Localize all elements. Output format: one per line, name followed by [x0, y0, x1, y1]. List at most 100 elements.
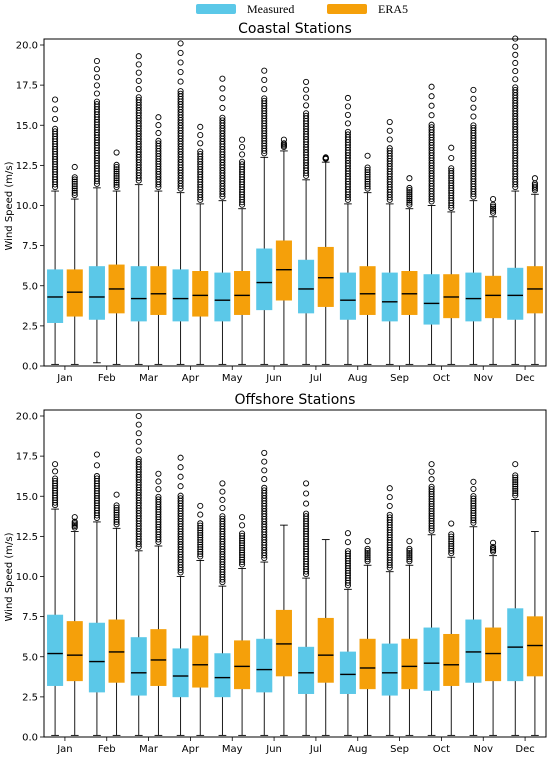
coastal-apr-measured-outlier: [177, 90, 184, 97]
offshore-jul-measured-outlier: [303, 490, 310, 497]
legend-label-measured: Measured: [247, 2, 294, 16]
coastal-feb-measured-outlier: [93, 90, 100, 97]
offshore-sep-era5-outlier: [406, 556, 413, 563]
offshore-nov-measured-outlier: [470, 478, 477, 485]
coastal-jan-era5-outlier: [71, 183, 78, 190]
offshore-dec-measured-outlier: [512, 492, 519, 499]
offshore-panel: Offshore Stations Wind Speed (m/s) 0.0 2.…: [4, 392, 547, 755]
coastal-apr-era5-outlier: [197, 140, 204, 147]
coastal-aug-era5-outlier: [364, 185, 371, 192]
coastal-chart-title: Coastal Stations: [238, 21, 352, 37]
offshore-dec-measured-outlier: [512, 490, 519, 497]
offshore-jun-measured-outlier: [261, 484, 268, 491]
offshore-x-tick-label-nov: Nov: [473, 744, 493, 755]
offshore-aug-measured-outlier: [344, 530, 351, 537]
coastal-aug-measured-outlier: [344, 111, 351, 118]
coastal-aug-era5-outlier: [364, 178, 371, 185]
offshore-jan-measured-outlier: [52, 468, 59, 475]
coastal-apr-measured-outlier: [177, 59, 184, 66]
offshore-mar-measured-outlier: [135, 447, 142, 454]
coastal-feb-era5-outlier: [113, 183, 120, 191]
offshore-dec-measured-outlier: [512, 481, 519, 488]
offshore-may-era5-outlier: [239, 532, 246, 539]
offshore-jan-era5-box: [66, 621, 83, 682]
offshore-nov-measured-box: [465, 619, 482, 683]
coastal-oct-measured-outlier: [428, 83, 435, 90]
offshore-nov-measured-outlier: [470, 495, 477, 502]
coastal-apr-measured-outlier: [177, 88, 184, 95]
coastal-apr-era5-outlier: [197, 148, 204, 155]
offshore-may-measured-outlier: [219, 480, 226, 487]
coastal-sep-era5-outlier: [406, 199, 413, 206]
coastal-x-tick-label-apr: Apr: [182, 373, 200, 384]
coastal-feb-measured-outlier: [93, 101, 100, 108]
coastal-aug-measured-outlier: [344, 131, 351, 138]
offshore-feb-era5-outlier: [113, 502, 120, 509]
coastal-y-tick-label: 5.0: [22, 281, 38, 292]
coastal-nov-measured-outlier: [470, 95, 477, 102]
coastal-jan-era5-outlier: [71, 163, 78, 171]
coastal-aug-era5-outlier: [364, 152, 371, 159]
offshore-feb-era5-outlier: [113, 491, 120, 498]
offshore-y-tick-label: 15.0: [16, 492, 38, 503]
offshore-feb-era5-outlier: [113, 518, 120, 526]
coastal-plot-frame: [43, 38, 547, 367]
coastal-feb-measured-box: [88, 266, 105, 320]
coastal-feb-era5-outlier: [113, 181, 120, 188]
offshore-y-tick-label: 10.0: [16, 572, 38, 583]
offshore-y-tick-label: 20.0: [16, 412, 38, 423]
offshore-apr-era5-box: [192, 635, 209, 688]
coastal-x-tick-label-dec: Dec: [515, 373, 534, 384]
coastal-apr-era5-outlier: [197, 132, 204, 139]
coastal-nov-era5-outlier: [490, 196, 497, 203]
coastal-mar-era5-box: [150, 266, 167, 315]
offshore-x-tick-label-feb: Feb: [98, 744, 116, 755]
coastal-may-era5-outlier: [239, 136, 246, 143]
coastal-mar-measured-outlier: [135, 94, 142, 101]
coastal-apr-measured-outlier: [177, 49, 184, 56]
coastal-feb-era5-outlier: [113, 164, 120, 171]
offshore-apr-era5-outlier: [197, 546, 204, 553]
offshore-x-tick-label-apr: Apr: [182, 744, 200, 755]
offshore-apr-era5-outlier: [197, 529, 204, 536]
offshore-feb-era5-box: [108, 619, 125, 683]
coastal-jul-measured-outlier: [303, 78, 310, 85]
offshore-x-tick-label-aug: Aug: [348, 744, 368, 755]
coastal-aug-measured-outlier: [344, 120, 351, 127]
offshore-apr-measured-outlier: [177, 492, 184, 499]
coastal-mar-measured-outlier: [135, 96, 142, 103]
coastal-aug-measured-outlier: [344, 94, 351, 102]
offshore-jun-measured-outlier: [261, 449, 268, 456]
coastal-may-era5-outlier: [239, 144, 246, 151]
offshore-may-measured-outlier: [219, 515, 226, 522]
offshore-oct-era5-outlier: [448, 550, 455, 557]
coastal-nov-measured-outlier: [470, 124, 477, 131]
coastal-jun-era5-outlier: [280, 140, 287, 147]
coastal-jul-measured-outlier: [303, 86, 310, 93]
offshore-feb-measured-outlier: [93, 451, 100, 458]
coastal-oct-era5-outlier: [448, 167, 455, 174]
offshore-feb-measured-outlier: [93, 462, 100, 469]
coastal-dec-era5-box: [526, 266, 543, 314]
coastal-apr-era5-box: [192, 271, 209, 317]
coastal-panel: Coastal Stations Wind Speed (m/s) 0.0 2.5…: [4, 21, 547, 384]
offshore-apr-era5-outlier: [197, 536, 204, 543]
offshore-aug-measured-outlier: [344, 550, 351, 557]
offshore-sep-era5-outlier: [406, 545, 413, 552]
coastal-jun-era5-outlier: [280, 136, 287, 143]
coastal-dec-measured-outlier: [512, 43, 519, 50]
coastal-y-tick-label: 10.0: [16, 201, 38, 212]
offshore-feb-era5-outlier: [113, 509, 120, 516]
offshore-dec-era5-box: [526, 616, 543, 677]
coastal-jan-measured-outlier: [52, 125, 59, 132]
coastal-x-tick-label-sep: Sep: [390, 373, 409, 384]
offshore-jul-measured-outlier: [303, 513, 310, 520]
offshore-sep-measured-outlier: [386, 502, 393, 510]
offshore-apr-measured-outlier: [177, 483, 184, 490]
offshore-mar-measured-box: [130, 637, 147, 696]
coastal-feb-measured-outlier: [93, 74, 100, 81]
offshore-mar-era5-outlier: [155, 496, 162, 503]
offshore-dec-measured-outlier: [512, 472, 519, 479]
offshore-dec-measured-outlier: [512, 487, 519, 495]
